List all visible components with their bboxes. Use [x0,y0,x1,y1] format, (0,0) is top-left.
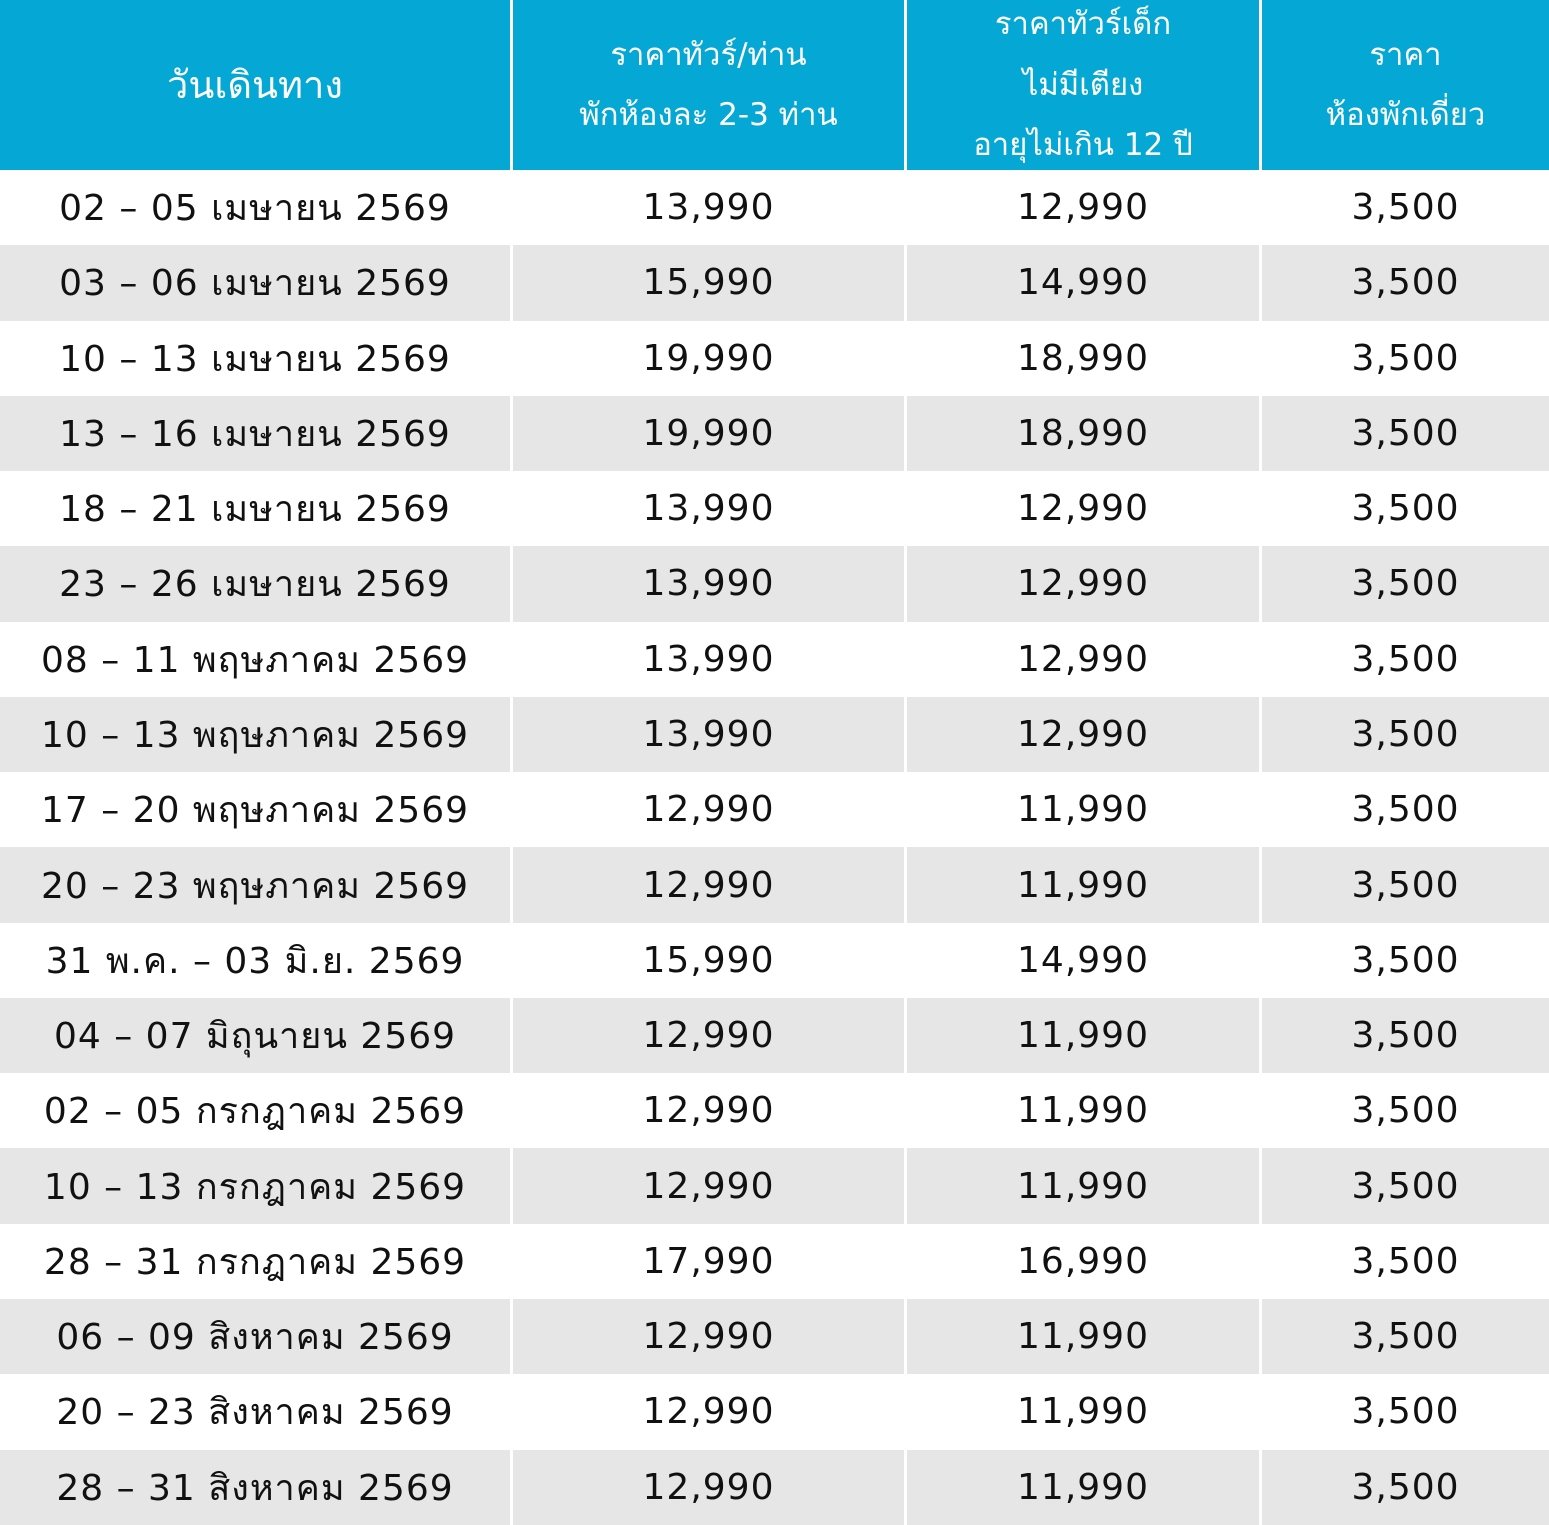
header-text: อายุไม่เกิน 12 ปี [973,127,1193,164]
price-cell: 3,500 [1262,546,1549,622]
price-cell: 19,990 [513,320,904,396]
price-cell: 3,500 [1262,170,1549,246]
price-cell: 3,500 [1262,772,1549,848]
date-cell: 28 – 31 กรกฎาคม 2569 [0,1223,510,1299]
price-cell: 3,500 [1262,245,1549,321]
price-cell: 13,990 [513,170,904,246]
date-cell: 03 – 06 เมษายน 2569 [0,245,510,321]
date-cell: 20 – 23 พฤษภาคม 2569 [0,847,510,923]
date-cell: 02 – 05 กรกฎาคม 2569 [0,1073,510,1149]
date-cell: 17 – 20 พฤษภาคม 2569 [0,772,510,848]
price-cell: 12,990 [907,170,1259,246]
price-cell: 13,990 [513,546,904,622]
price-cell: 3,500 [1262,395,1549,472]
date-cell: 20 – 23 สิงหาคม 2569 [0,1374,510,1450]
price-cell: 11,990 [907,1073,1259,1149]
price-cell: 17,990 [513,1223,904,1299]
date-cell: 08 – 11 พฤษภาคม 2569 [0,621,510,697]
date-cell: 10 – 13 เมษายน 2569 [0,320,510,396]
price-cell: 3,500 [1262,1148,1549,1224]
date-cell: 23 – 26 เมษายน 2569 [0,546,510,622]
price-cell: 12,990 [907,621,1259,697]
date-cell: 31 พ.ค. – 03 มิ.ย. 2569 [0,922,510,998]
price-cell: 13,990 [513,471,904,547]
price-cell: 11,990 [907,847,1259,923]
price-cell: 12,990 [513,1298,904,1375]
header-text: ไม่มีเตียง [1022,66,1144,103]
price-cell: 3,500 [1262,1223,1549,1299]
price-cell: 11,990 [907,1449,1259,1525]
date-cell: 04 – 07 มิถุนายน 2569 [0,997,510,1074]
price-cell: 14,990 [907,245,1259,321]
price-cell: 16,990 [907,1223,1259,1299]
price-cell: 3,500 [1262,997,1549,1074]
price-cell: 14,990 [907,922,1259,998]
price-cell: 12,990 [513,1449,904,1525]
header-cell: ราคาทัวร์/ท่านพักห้องละ 2-3 ท่าน [513,0,904,170]
price-cell: 11,990 [907,1148,1259,1224]
header-text: พักห้องละ 2-3 ท่าน [579,97,838,133]
header-text: ราคา [1369,36,1442,73]
price-cell: 12,990 [513,1073,904,1149]
price-cell: 3,500 [1262,847,1549,923]
price-cell: 12,990 [907,696,1259,773]
price-cell: 19,990 [513,395,904,472]
price-cell: 12,990 [513,997,904,1074]
price-cell: 12,990 [907,546,1259,622]
price-cell: 11,990 [907,997,1259,1074]
price-cell: 18,990 [907,395,1259,472]
price-cell: 11,990 [907,1298,1259,1375]
date-cell: 28 – 31 สิงหาคม 2569 [0,1449,510,1525]
price-cell: 3,500 [1262,471,1549,547]
price-cell: 12,990 [513,1148,904,1224]
date-cell: 13 – 16 เมษายน 2569 [0,395,510,472]
price-cell: 11,990 [907,772,1259,848]
date-cell: 02 – 05 เมษายน 2569 [0,170,510,246]
price-cell: 3,500 [1262,320,1549,396]
price-cell: 12,990 [907,471,1259,547]
price-cell: 3,500 [1262,922,1549,998]
header-cell: ราคาห้องพักเดี่ยว [1262,0,1549,170]
date-cell: 18 – 21 เมษายน 2569 [0,471,510,547]
date-cell: 10 – 13 พฤษภาคม 2569 [0,696,510,773]
header-cell: ราคาทัวร์เด็กไม่มีเตียงอายุไม่เกิน 12 ปี [907,0,1259,170]
header-cell: วันเดินทาง [0,0,510,170]
price-cell: 3,500 [1262,1073,1549,1149]
price-cell: 13,990 [513,621,904,697]
price-cell: 15,990 [513,245,904,321]
header-text: ราคาทัวร์/ท่าน [610,36,807,73]
price-cell: 13,990 [513,696,904,773]
price-cell: 3,500 [1262,696,1549,773]
price-cell: 11,990 [907,1374,1259,1450]
price-cell: 3,500 [1262,1374,1549,1450]
date-cell: 06 – 09 สิงหาคม 2569 [0,1298,510,1375]
price-cell: 3,500 [1262,1449,1549,1525]
price-cell: 12,990 [513,1374,904,1450]
price-cell: 12,990 [513,772,904,848]
price-cell: 12,990 [513,847,904,923]
header-text: วันเดินทาง [167,62,343,107]
price-cell: 3,500 [1262,621,1549,697]
header-text: ห้องพักเดี่ยว [1325,97,1486,133]
price-cell: 18,990 [907,320,1259,396]
date-cell: 10 – 13 กรกฎาคม 2569 [0,1148,510,1224]
price-cell: 3,500 [1262,1298,1549,1375]
header-text: ราคาทัวร์เด็ก [994,6,1172,43]
price-cell: 15,990 [513,922,904,998]
